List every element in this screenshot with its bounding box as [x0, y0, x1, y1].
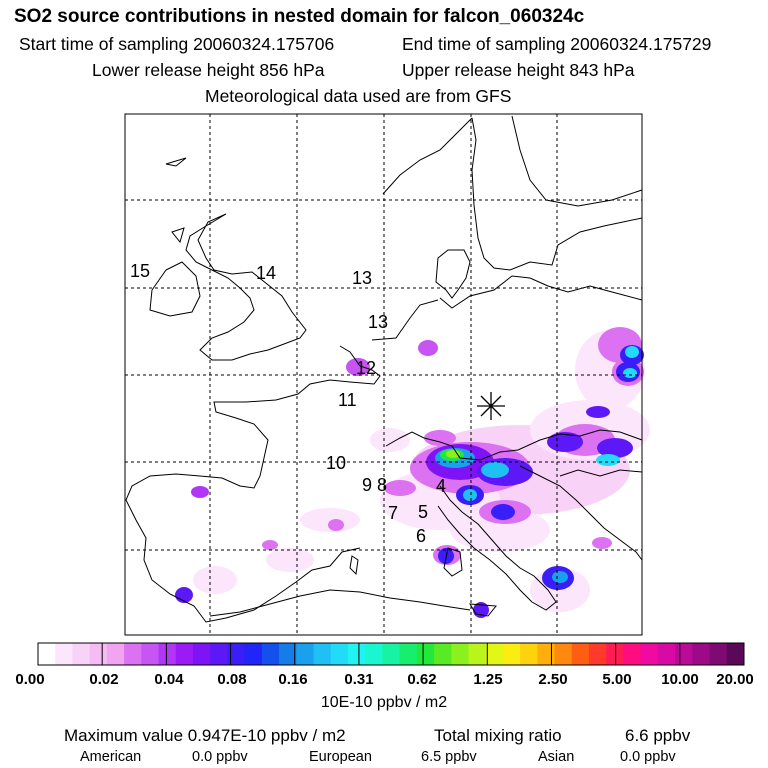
colorbar-cell	[589, 643, 607, 665]
colorbar-cell	[89, 643, 108, 665]
trajectory-label: 7	[388, 503, 398, 523]
concentration-field	[175, 327, 650, 618]
asian-label: Asian	[538, 749, 575, 765]
colorbar-tick-label: 1.25	[473, 671, 503, 688]
trajectory-label: 13	[352, 268, 372, 288]
trajectory-label: 10	[326, 453, 346, 473]
colorbar-cell	[485, 643, 504, 665]
colorbar-cell	[141, 643, 159, 665]
colorbar-units-label: 10E-10 ppbv / m2	[320, 694, 448, 711]
colorbar-cell	[227, 643, 246, 665]
map-frame	[124, 113, 643, 636]
colorbar-cell	[106, 643, 125, 665]
plot-title: SO2 source contributions in nested domai…	[14, 6, 585, 27]
trajectory-label: 9	[362, 475, 372, 495]
colorbar-cell	[192, 643, 211, 665]
colorbar-cell	[571, 643, 590, 665]
colorbar-cell	[399, 643, 418, 665]
colorbar-cell	[124, 643, 142, 665]
colorbar-cell	[244, 643, 263, 665]
colorbar-cell	[468, 643, 487, 665]
colorbar-tick-label: 0.31	[344, 671, 374, 688]
trajectory-label: 6	[416, 526, 426, 546]
european-value: 6.5 ppbv	[421, 749, 477, 765]
colorbar-tick-label: 20.00	[716, 671, 754, 688]
american-label: American	[80, 749, 142, 765]
colorbar-cell	[434, 643, 452, 665]
colorbar-tick-label: 10.00	[661, 671, 699, 688]
total-mixing-ratio-label: Total mixing ratio	[434, 726, 562, 745]
colorbar-tick-label: 0.16	[278, 671, 308, 688]
release-site-star-icon	[477, 392, 505, 420]
colorbar-cell	[330, 643, 349, 665]
colorbar-frame	[37, 642, 745, 666]
colorbar-cell	[279, 643, 297, 665]
colorbar-cell	[175, 643, 194, 665]
colorbar-cell	[520, 643, 538, 665]
trajectory-label: 15	[130, 261, 150, 281]
colorbar-cell	[158, 643, 177, 665]
european-label: European	[309, 749, 372, 765]
colorbar-tick-label: 5.00	[602, 671, 632, 688]
colorbar-cell	[451, 643, 469, 665]
colorbar-cell	[537, 643, 555, 665]
trajectory-label: 12	[356, 358, 376, 378]
colorbar-cell	[554, 643, 573, 665]
trajectory-label: 13	[368, 312, 388, 332]
colorbar-cell	[416, 643, 435, 665]
colorbar-cell	[261, 643, 280, 665]
colorbar-cell	[38, 643, 56, 665]
lower-release-height-label: Lower release height 856 hPa	[92, 60, 325, 80]
colorbar-cell	[606, 643, 624, 665]
colorbar-cell	[640, 643, 659, 665]
trajectory-label: 4	[436, 476, 446, 496]
colorbar-cell	[365, 643, 383, 665]
colorbar-tick-label: 0.62	[407, 671, 437, 688]
asian-value: 0.0 ppbv	[620, 749, 676, 765]
colorbar-cell	[210, 643, 228, 665]
colorbar-tick-label: 0.00	[15, 671, 45, 688]
colorbar-cell	[296, 643, 314, 665]
maximum-value-label: Maximum value 0.947E-10 ppbv / m2	[64, 726, 346, 745]
colorbar-tick-label: 2.50	[538, 671, 568, 688]
colorbar-cell	[675, 643, 693, 665]
colorbar-cell	[657, 643, 676, 665]
meteorological-data-label: Meteorological data used are from GFS	[205, 86, 512, 106]
colorbar-tick-label: 0.04	[154, 671, 184, 688]
trajectory-label: 14	[256, 263, 276, 283]
colorbar-cell	[692, 643, 710, 665]
colorbar-tick-label: 0.08	[217, 671, 247, 688]
colorbar-cell	[382, 643, 401, 665]
colorbar-cell	[726, 643, 745, 665]
trajectory-label: 5	[418, 502, 428, 522]
colorbar-cell	[313, 643, 332, 665]
colorbar-cell	[347, 643, 366, 665]
colorbar-cell	[623, 643, 642, 665]
upper-release-height-label: Upper release height 843 hPa	[402, 60, 635, 80]
colorbar-cell	[709, 643, 728, 665]
american-value: 0.0 ppbv	[192, 749, 248, 765]
colorbar	[37, 642, 745, 666]
colorbar-cell	[502, 643, 521, 665]
end-time-label: End time of sampling 20060324.175729	[402, 34, 712, 54]
start-time-label: Start time of sampling 20060324.175706	[19, 34, 335, 54]
total-mixing-ratio-value: 6.6 ppbv	[625, 726, 691, 745]
trajectory-label: 8	[377, 475, 387, 495]
colorbar-cell	[55, 643, 73, 665]
colorbar-cell	[72, 643, 91, 665]
trajectory-label: 11	[338, 390, 357, 410]
colorbar-tick-label: 0.02	[89, 671, 119, 688]
